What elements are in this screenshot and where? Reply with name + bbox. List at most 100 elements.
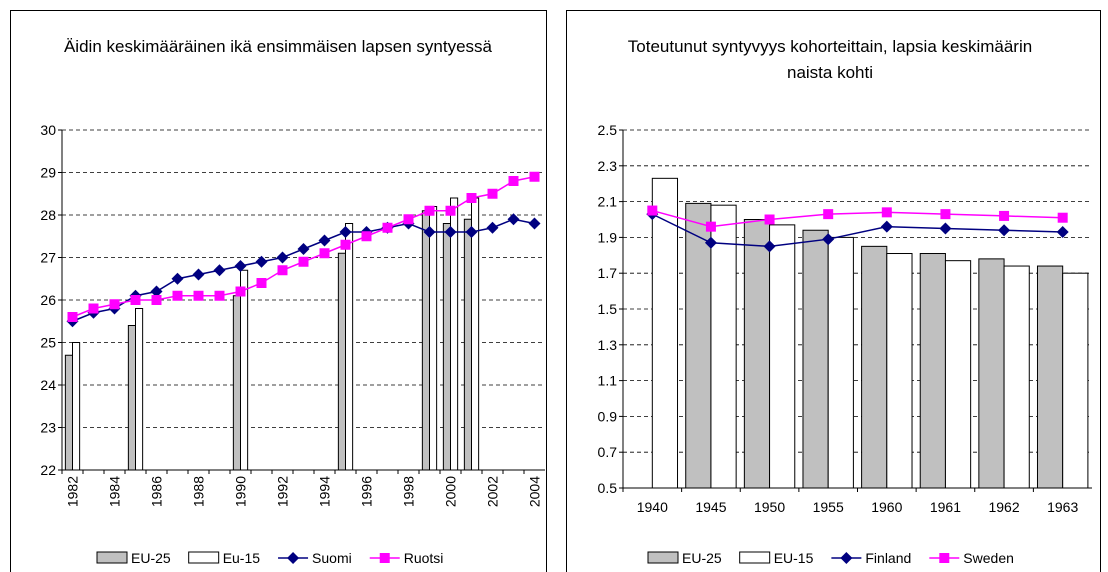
marker: [298, 256, 309, 267]
y-tick-label: 2.3: [598, 158, 618, 174]
marker: [1056, 226, 1069, 239]
y-tick-label: 2.5: [598, 122, 618, 138]
marker: [763, 240, 776, 253]
y-tick-label: 0.9: [598, 408, 618, 424]
legend-swatch: [188, 551, 220, 564]
legend-swatch: [96, 551, 128, 564]
marker: [255, 255, 268, 268]
x-tick-label: 1998: [401, 476, 417, 507]
marker: [704, 236, 717, 249]
y-tick-label: 27: [40, 250, 56, 266]
marker: [192, 268, 205, 281]
bar: [1003, 265, 1030, 489]
bar: [471, 197, 480, 471]
y-tick-label: 26: [40, 292, 56, 308]
x-tick-label: 2004: [527, 476, 543, 507]
x-tick-label: 1986: [149, 476, 165, 507]
legend-label: Suomi: [312, 550, 352, 566]
bar: [232, 295, 242, 471]
bar: [442, 223, 451, 471]
marker: [998, 224, 1011, 237]
y-tick-label: 25: [40, 335, 56, 351]
x-tick-label: 1996: [359, 476, 375, 507]
legend-swatch: [647, 551, 679, 564]
bar: [429, 206, 438, 471]
marker: [881, 207, 892, 218]
panel-border: [566, 10, 1101, 572]
x-tick-label: 1982: [65, 476, 81, 507]
bar: [944, 260, 972, 489]
marker: [382, 222, 393, 233]
bar: [710, 204, 737, 489]
bar: [64, 354, 74, 471]
x-tick-label: 1963: [1047, 499, 1078, 515]
y-tick-label: 24: [40, 377, 56, 393]
marker: [939, 222, 952, 235]
y-tick-label: 1.7: [598, 265, 618, 281]
marker: [234, 260, 247, 272]
marker: [171, 272, 184, 285]
marker: [319, 248, 330, 259]
chart-title: Äidin keskimääräinen ikä ensimmäisen lap…: [63, 37, 493, 56]
y-tick-label: 1.9: [598, 229, 618, 245]
y-tick-label: 30: [40, 122, 56, 138]
x-tick-label: 1945: [695, 499, 726, 515]
legend-label: Ruotsi: [404, 550, 444, 566]
marker: [213, 264, 226, 277]
marker: [939, 553, 950, 563]
bar: [827, 236, 854, 489]
marker: [403, 214, 414, 225]
legend-label: Eu-15: [223, 550, 261, 566]
x-tick-label: 1992: [275, 476, 291, 507]
x-tick-label: 1950: [754, 499, 785, 515]
bar: [743, 219, 771, 489]
chart-title: Toteutunut syntyvyys kohorteittain, laps…: [627, 37, 1033, 82]
marker: [287, 552, 300, 564]
y-tick-label: 22: [40, 462, 56, 478]
marker: [465, 226, 478, 238]
bar: [978, 258, 1005, 489]
marker: [150, 285, 163, 298]
marker: [276, 251, 289, 264]
legend-label: EU-25: [682, 550, 722, 566]
y-tick-label: 0.7: [598, 444, 618, 460]
marker: [528, 217, 541, 230]
x-tick-label: 2000: [443, 476, 459, 507]
bar: [421, 210, 430, 471]
marker: [823, 209, 834, 220]
marker: [822, 233, 835, 246]
marker: [529, 171, 540, 182]
legend-label: EU-25: [131, 550, 171, 566]
x-tick-label: 1984: [107, 476, 123, 507]
legend-label: Sweden: [963, 550, 1014, 566]
bar: [861, 245, 888, 489]
y-tick-label: 1.1: [598, 373, 618, 389]
bar: [240, 269, 249, 471]
marker: [67, 312, 78, 322]
y-tick-label: 2.1: [598, 194, 618, 210]
marker: [379, 553, 390, 563]
marker: [151, 295, 162, 305]
bar: [1036, 265, 1064, 489]
marker: [339, 226, 352, 238]
marker: [193, 290, 204, 301]
y-tick-label: 1.5: [598, 301, 618, 317]
bar: [685, 202, 712, 489]
bar: [769, 224, 796, 489]
marker: [88, 303, 99, 314]
x-tick-label: 1994: [317, 476, 333, 507]
marker: [999, 210, 1010, 221]
bar: [345, 223, 354, 471]
marker: [130, 295, 141, 305]
marker: [840, 552, 853, 564]
bar: [450, 197, 459, 471]
bar: [127, 325, 137, 471]
x-tick-label: 1990: [233, 476, 249, 507]
marker: [277, 265, 288, 276]
x-tick-label: 1955: [813, 499, 844, 515]
marker: [486, 221, 499, 234]
marker: [361, 231, 372, 242]
marker: [256, 278, 267, 288]
